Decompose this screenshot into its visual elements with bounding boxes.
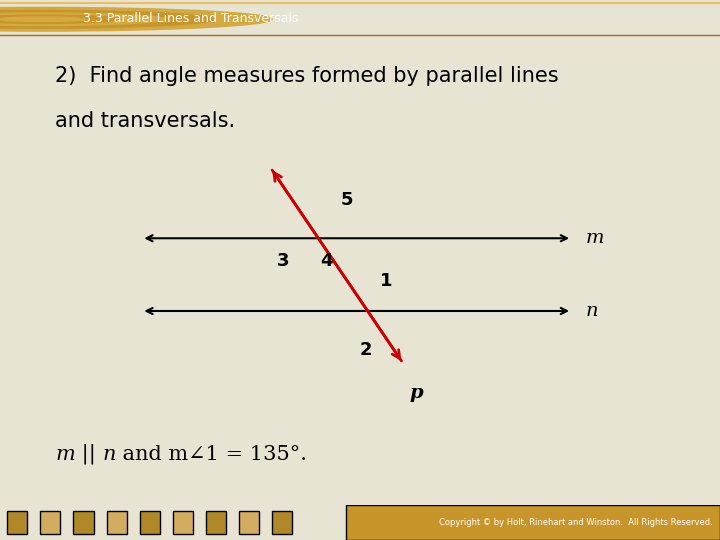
Text: 5: 5 xyxy=(340,191,353,208)
Text: and m: and m xyxy=(116,444,189,464)
Text: ∠1 = 135°.: ∠1 = 135°. xyxy=(189,444,307,464)
Text: n: n xyxy=(102,444,116,464)
Text: 1: 1 xyxy=(380,273,392,291)
Text: m: m xyxy=(585,230,603,247)
FancyBboxPatch shape xyxy=(239,511,259,534)
Circle shape xyxy=(0,15,121,23)
Circle shape xyxy=(0,8,272,31)
FancyBboxPatch shape xyxy=(206,511,226,534)
Text: 3.3 Parallel Lines and Transversals: 3.3 Parallel Lines and Transversals xyxy=(83,12,298,25)
Text: 2)  Find angle measures formed by parallel lines: 2) Find angle measures formed by paralle… xyxy=(55,65,559,85)
FancyBboxPatch shape xyxy=(40,511,60,534)
Text: m: m xyxy=(55,444,75,464)
Circle shape xyxy=(0,17,85,22)
FancyBboxPatch shape xyxy=(140,511,160,534)
FancyBboxPatch shape xyxy=(173,511,193,534)
Text: and transversals.: and transversals. xyxy=(55,111,235,131)
FancyBboxPatch shape xyxy=(346,505,720,540)
Text: 3: 3 xyxy=(277,252,289,270)
Text: 4: 4 xyxy=(320,252,333,270)
Text: ||: || xyxy=(75,444,102,464)
FancyBboxPatch shape xyxy=(73,511,94,534)
FancyBboxPatch shape xyxy=(7,511,27,534)
FancyBboxPatch shape xyxy=(107,511,127,534)
Circle shape xyxy=(0,10,215,28)
Text: p: p xyxy=(410,384,423,402)
FancyBboxPatch shape xyxy=(272,511,292,534)
Circle shape xyxy=(0,13,164,25)
Text: 2: 2 xyxy=(360,341,372,359)
Text: Copyright © by Holt, Rinehart and Winston.  All Rights Reserved.: Copyright © by Holt, Rinehart and Winsto… xyxy=(439,518,713,527)
Text: n: n xyxy=(585,302,598,320)
